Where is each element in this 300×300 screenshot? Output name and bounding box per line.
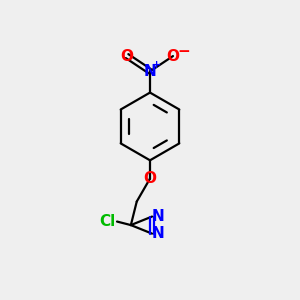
- Text: O: O: [121, 49, 134, 64]
- Text: N: N: [152, 226, 164, 241]
- Text: −: −: [177, 44, 190, 59]
- Text: Cl: Cl: [99, 214, 116, 229]
- Text: O: O: [143, 171, 157, 186]
- Text: O: O: [167, 49, 179, 64]
- Text: N: N: [152, 209, 164, 224]
- Text: N: N: [144, 64, 156, 79]
- Text: +: +: [152, 60, 161, 70]
